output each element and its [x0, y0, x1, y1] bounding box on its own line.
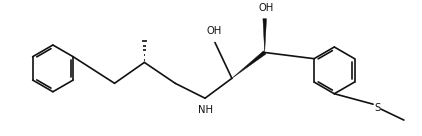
Polygon shape: [263, 19, 266, 52]
Text: S: S: [374, 103, 380, 113]
Text: OH: OH: [258, 3, 273, 13]
Text: NH: NH: [197, 105, 213, 115]
Text: OH: OH: [206, 26, 222, 36]
Polygon shape: [232, 51, 266, 78]
